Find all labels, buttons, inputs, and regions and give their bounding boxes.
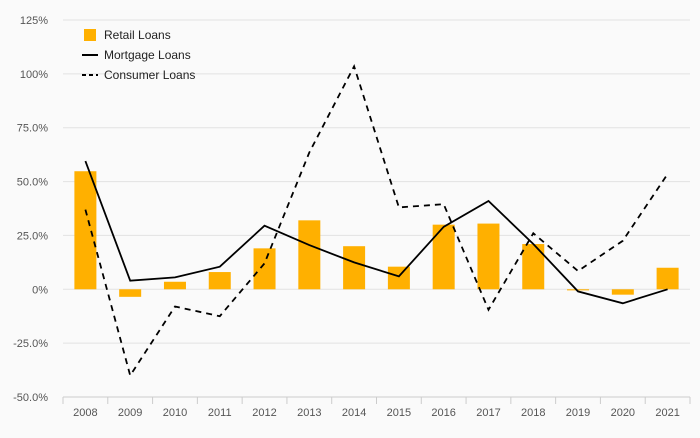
legend-swatch-retail-loans (84, 29, 96, 41)
x-tick-label: 2014 (342, 407, 366, 419)
y-tick-label: 0% (32, 284, 48, 296)
retail-loans-bar (522, 244, 545, 290)
retail-loans-bar (567, 289, 590, 291)
retail-loans-bar (208, 272, 231, 290)
x-tick-label: 2012 (252, 407, 276, 419)
y-tick-label: 100% (20, 69, 48, 81)
x-tick-label: 2011 (208, 407, 232, 419)
retail-loans-bar (611, 289, 634, 295)
x-tick-label: 2021 (655, 407, 679, 419)
legend: Retail Loans Mortgage Loans Consumer Loans (82, 28, 195, 82)
x-tick-label: 2016 (431, 407, 455, 419)
retail-loans-bar (298, 220, 321, 290)
retail-loans-bar (656, 267, 679, 290)
consumer-loans-line (84, 63, 669, 378)
retail-loans-bar (74, 171, 97, 290)
y-tick-label: 75.0% (17, 123, 48, 135)
y-tick-label: 25.0% (17, 230, 48, 242)
retail-loans-bar (343, 246, 366, 290)
retail-loans-bar (119, 289, 142, 297)
retail-loans-bar (432, 224, 455, 290)
legend-label: Retail Loans (104, 28, 171, 42)
y-tick-label: 125% (20, 15, 48, 27)
retail-loans-bar (163, 281, 186, 290)
x-tick-label: 2017 (476, 407, 500, 419)
x-tick-label: 2009 (118, 407, 142, 419)
x-tick-label: 2018 (521, 407, 545, 419)
x-axis: 2008 2009 2010 2011 2012 2013 2014 2015 2016 2017… (62, 396, 691, 419)
x-tick-label: 2019 (566, 407, 590, 419)
y-axis-ticks: -50.0% -25.0% 0% 25.0% 50.0% 75.0% 100% 125% (13, 15, 48, 404)
line-series (84, 63, 669, 378)
x-tick-label: 2015 (387, 407, 411, 419)
y-tick-label: -50.0% (13, 392, 48, 404)
retail-loans-bars (74, 171, 679, 297)
x-tick-label: 2013 (297, 407, 321, 419)
retail-loans-bar (387, 266, 410, 290)
y-tick-label: 50.0% (17, 177, 48, 189)
retail-loans-bar (253, 248, 276, 290)
y-tick-label: -25.0% (13, 338, 48, 350)
x-tick-label: 2008 (73, 407, 97, 419)
legend-label: Mortgage Loans (104, 48, 191, 62)
mortgage-loans-line (84, 160, 668, 305)
x-tick-label: 2010 (163, 407, 187, 419)
retail-loans-bar (477, 223, 500, 290)
x-tick-label: 2020 (611, 407, 635, 419)
legend-label: Consumer Loans (104, 68, 195, 82)
